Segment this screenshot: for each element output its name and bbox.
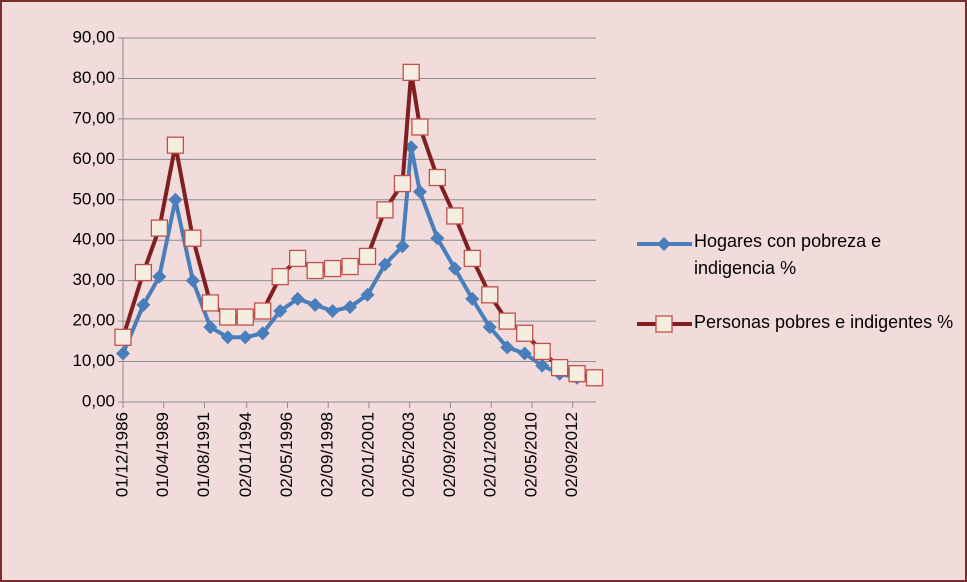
marker: [533, 342, 551, 361]
x-tick-label: 01/04/1989: [153, 412, 172, 497]
marker: [325, 304, 340, 318]
marker: [134, 263, 153, 282]
marker: [500, 340, 515, 355]
x-tick-label: 01/08/1991: [194, 412, 213, 497]
marker: [236, 308, 254, 326]
marker: [255, 326, 270, 341]
y-tick-label: 60,00: [72, 149, 115, 168]
legend-marker: [657, 237, 671, 251]
marker: [430, 231, 445, 246]
marker: [114, 328, 132, 346]
y-tick-label: 30,00: [72, 270, 115, 289]
marker: [377, 257, 392, 272]
marker: [254, 302, 272, 320]
marker: [219, 308, 237, 326]
x-tick-label: 02/09/2005: [440, 412, 459, 497]
marker: [481, 286, 499, 304]
marker: [404, 140, 419, 155]
marker: [550, 358, 569, 377]
x-tick-label: 02/05/1996: [277, 412, 296, 497]
x-tick-label: 02/09/2012: [562, 412, 581, 497]
marker: [136, 297, 151, 312]
marker: [185, 273, 200, 288]
marker: [411, 118, 429, 136]
marker: [323, 259, 342, 278]
y-tick-label: 70,00: [72, 108, 115, 127]
marker: [360, 287, 375, 302]
x-tick-label: 02/01/1994: [236, 412, 255, 497]
marker: [402, 63, 420, 82]
legend-marker: [655, 315, 673, 333]
marker: [271, 267, 289, 286]
marker: [203, 320, 218, 335]
marker: [184, 229, 202, 247]
x-tick-label: 01/12/1986: [112, 412, 131, 497]
marker: [376, 201, 394, 219]
marker: [535, 358, 550, 373]
marker: [482, 320, 497, 335]
marker: [168, 192, 183, 207]
legend-label: Personas pobres e indigentes %: [694, 312, 954, 332]
marker: [150, 219, 169, 237]
x-tick-label: 02/09/1998: [318, 412, 337, 497]
marker: [166, 136, 185, 154]
marker: [412, 184, 427, 199]
marker: [393, 174, 412, 193]
marker: [358, 247, 377, 266]
marker: [395, 239, 410, 254]
marker: [517, 346, 532, 361]
y-tick-label: 50,00: [72, 189, 115, 208]
marker: [201, 294, 219, 312]
marker: [288, 249, 307, 268]
marker: [116, 346, 130, 361]
marker: [585, 369, 604, 387]
marker: [568, 365, 586, 383]
y-tick-label: 0,00: [82, 391, 115, 410]
marker: [290, 291, 305, 306]
y-tick-label: 80,00: [72, 68, 115, 87]
marker: [465, 291, 480, 306]
marker: [343, 299, 358, 314]
marker: [447, 261, 462, 276]
x-tick-label: 02/05/2003: [399, 412, 418, 497]
y-tick-label: 90,00: [72, 27, 115, 46]
marker: [238, 330, 253, 345]
marker: [428, 168, 447, 187]
y-tick-label: 10,00: [72, 351, 115, 370]
marker: [273, 304, 288, 318]
marker: [341, 257, 359, 276]
marker: [498, 312, 516, 330]
x-tick-label: 02/01/2001: [358, 412, 377, 497]
x-tick-label: 02/05/2010: [521, 412, 540, 497]
marker: [306, 261, 324, 280]
y-tick-label: 20,00: [72, 311, 115, 330]
marker: [308, 297, 323, 312]
marker: [220, 330, 235, 345]
marker: [152, 269, 167, 284]
legend-label: Hogares con pobreza e indigencia %: [694, 231, 882, 278]
x-tick-label: 02/01/2008: [481, 412, 500, 497]
y-tick-label: 40,00: [72, 230, 115, 249]
marker: [516, 324, 534, 342]
marker: [446, 207, 464, 225]
marker: [463, 249, 481, 268]
